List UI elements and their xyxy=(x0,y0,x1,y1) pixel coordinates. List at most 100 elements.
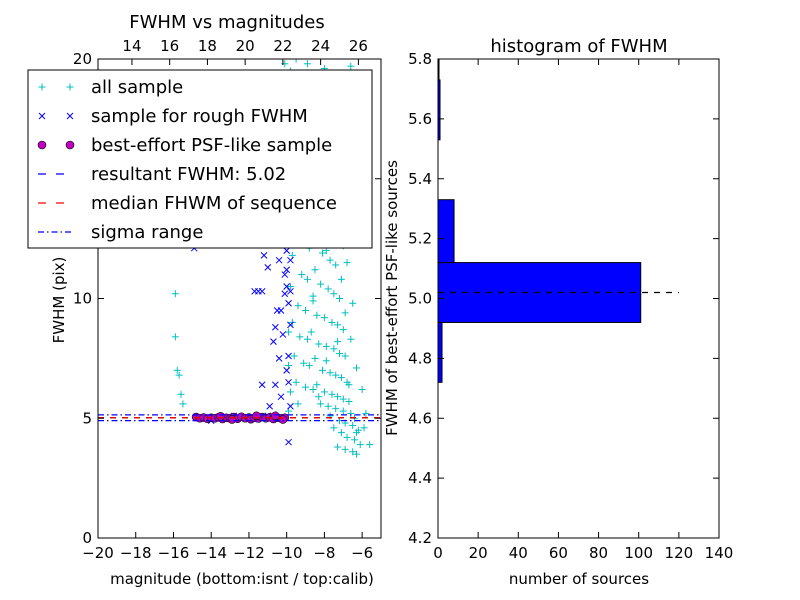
x-tick-label: −16 xyxy=(158,544,190,562)
data-point xyxy=(341,352,349,360)
data-point xyxy=(287,287,294,295)
data-point xyxy=(283,247,291,254)
data-point xyxy=(341,309,349,317)
data-point xyxy=(292,59,300,63)
legend-label: median FHWM of sequence xyxy=(91,193,337,214)
data-point xyxy=(315,393,323,401)
data-point xyxy=(285,299,292,307)
y-tick-label: 5.8 xyxy=(408,50,432,68)
data-point-b xyxy=(283,366,291,374)
data-point xyxy=(287,256,294,264)
legend-marker xyxy=(37,140,47,150)
histogram-bar xyxy=(438,199,455,264)
data-point xyxy=(337,374,345,382)
data-point xyxy=(341,445,349,453)
data-point xyxy=(271,411,280,421)
data-point-b xyxy=(281,271,289,278)
data-point xyxy=(285,378,292,386)
data-point xyxy=(287,402,294,410)
data-point xyxy=(347,409,355,417)
y-tick-label: 5.0 xyxy=(408,290,432,308)
data-point xyxy=(339,395,347,403)
top-tick-label: 18 xyxy=(198,37,217,55)
data-point xyxy=(352,450,360,458)
data-point xyxy=(298,271,306,279)
x-tick-label: 120 xyxy=(665,544,694,562)
data-point xyxy=(347,62,355,70)
data-point xyxy=(319,366,327,374)
data-point xyxy=(332,405,340,413)
x-tick-label: 140 xyxy=(705,544,734,562)
data-point-b xyxy=(287,287,294,295)
data-point xyxy=(334,321,342,329)
data-point xyxy=(352,364,360,372)
data-point xyxy=(345,381,353,389)
top-tick-label: 20 xyxy=(236,37,255,55)
y-tick-label: 10 xyxy=(73,290,92,308)
data-point xyxy=(266,402,274,410)
legend-label: all sample xyxy=(91,77,183,98)
data-point xyxy=(334,338,342,346)
data-point xyxy=(171,290,179,298)
data-point xyxy=(296,333,304,341)
data-point-b xyxy=(270,338,277,345)
legend-marker xyxy=(66,112,74,120)
top-tick-label: 22 xyxy=(273,37,292,55)
data-point xyxy=(271,381,279,389)
data-point xyxy=(171,333,179,341)
legend-label: best-effort PSF-like sample xyxy=(91,135,332,156)
data-point xyxy=(351,436,359,444)
data-point xyxy=(309,386,317,394)
data-point xyxy=(332,371,340,379)
data-point xyxy=(177,390,185,398)
data-point xyxy=(277,393,285,401)
data-point xyxy=(258,381,266,389)
data-point xyxy=(270,338,277,345)
y-tick-label: 5.4 xyxy=(408,170,432,188)
data-point xyxy=(339,407,347,415)
x-tick-label: 60 xyxy=(549,544,568,562)
data-point xyxy=(334,393,342,401)
data-point xyxy=(317,280,325,288)
y-tick-label: 4.8 xyxy=(408,349,432,367)
data-point xyxy=(311,266,319,274)
data-point-b xyxy=(258,381,266,389)
x-tick-label: 20 xyxy=(469,544,488,562)
data-point xyxy=(326,369,334,377)
data-point xyxy=(328,390,336,398)
data-point xyxy=(302,306,310,314)
data-point xyxy=(260,252,268,259)
data-point xyxy=(328,318,336,326)
histogram-bar xyxy=(438,321,443,383)
data-point xyxy=(271,323,279,331)
data-point xyxy=(330,290,338,298)
histogram-bar xyxy=(438,59,440,81)
x-tick-label: −14 xyxy=(195,544,227,562)
data-point xyxy=(345,397,353,405)
data-point xyxy=(322,357,330,365)
data-point-b xyxy=(281,290,289,298)
scatter-x-axis-label: magnitude (bottom:isnt / top:calib) xyxy=(110,570,374,588)
data-point xyxy=(294,302,302,310)
data-point xyxy=(179,400,187,408)
data-point-b xyxy=(283,266,291,274)
data-point xyxy=(356,441,364,449)
data-point xyxy=(330,424,338,432)
data-point xyxy=(302,383,310,391)
legend-marker xyxy=(66,83,74,91)
top-tick-label: 26 xyxy=(349,37,368,55)
data-point xyxy=(317,400,325,408)
legend-marker xyxy=(65,140,75,150)
top-tick-label: 24 xyxy=(311,37,330,55)
top-tick-label: 16 xyxy=(160,37,179,55)
data-point xyxy=(319,249,327,257)
data-point-b xyxy=(264,264,272,271)
data-point xyxy=(332,261,340,269)
histogram-ticks: 0 20 40 60 80 100 120 140 4.2 4.4 4.6 4.8 5.0 5.2 5.4 5… xyxy=(408,50,733,562)
data-point xyxy=(324,402,332,410)
legend-marker-b xyxy=(38,112,46,120)
x-tick-label: 80 xyxy=(589,544,608,562)
histogram-panel: histogram of FWHM 0 20 40 60 80 100 120 140 4.2 4… xyxy=(383,36,733,588)
data-point-b xyxy=(277,307,285,314)
